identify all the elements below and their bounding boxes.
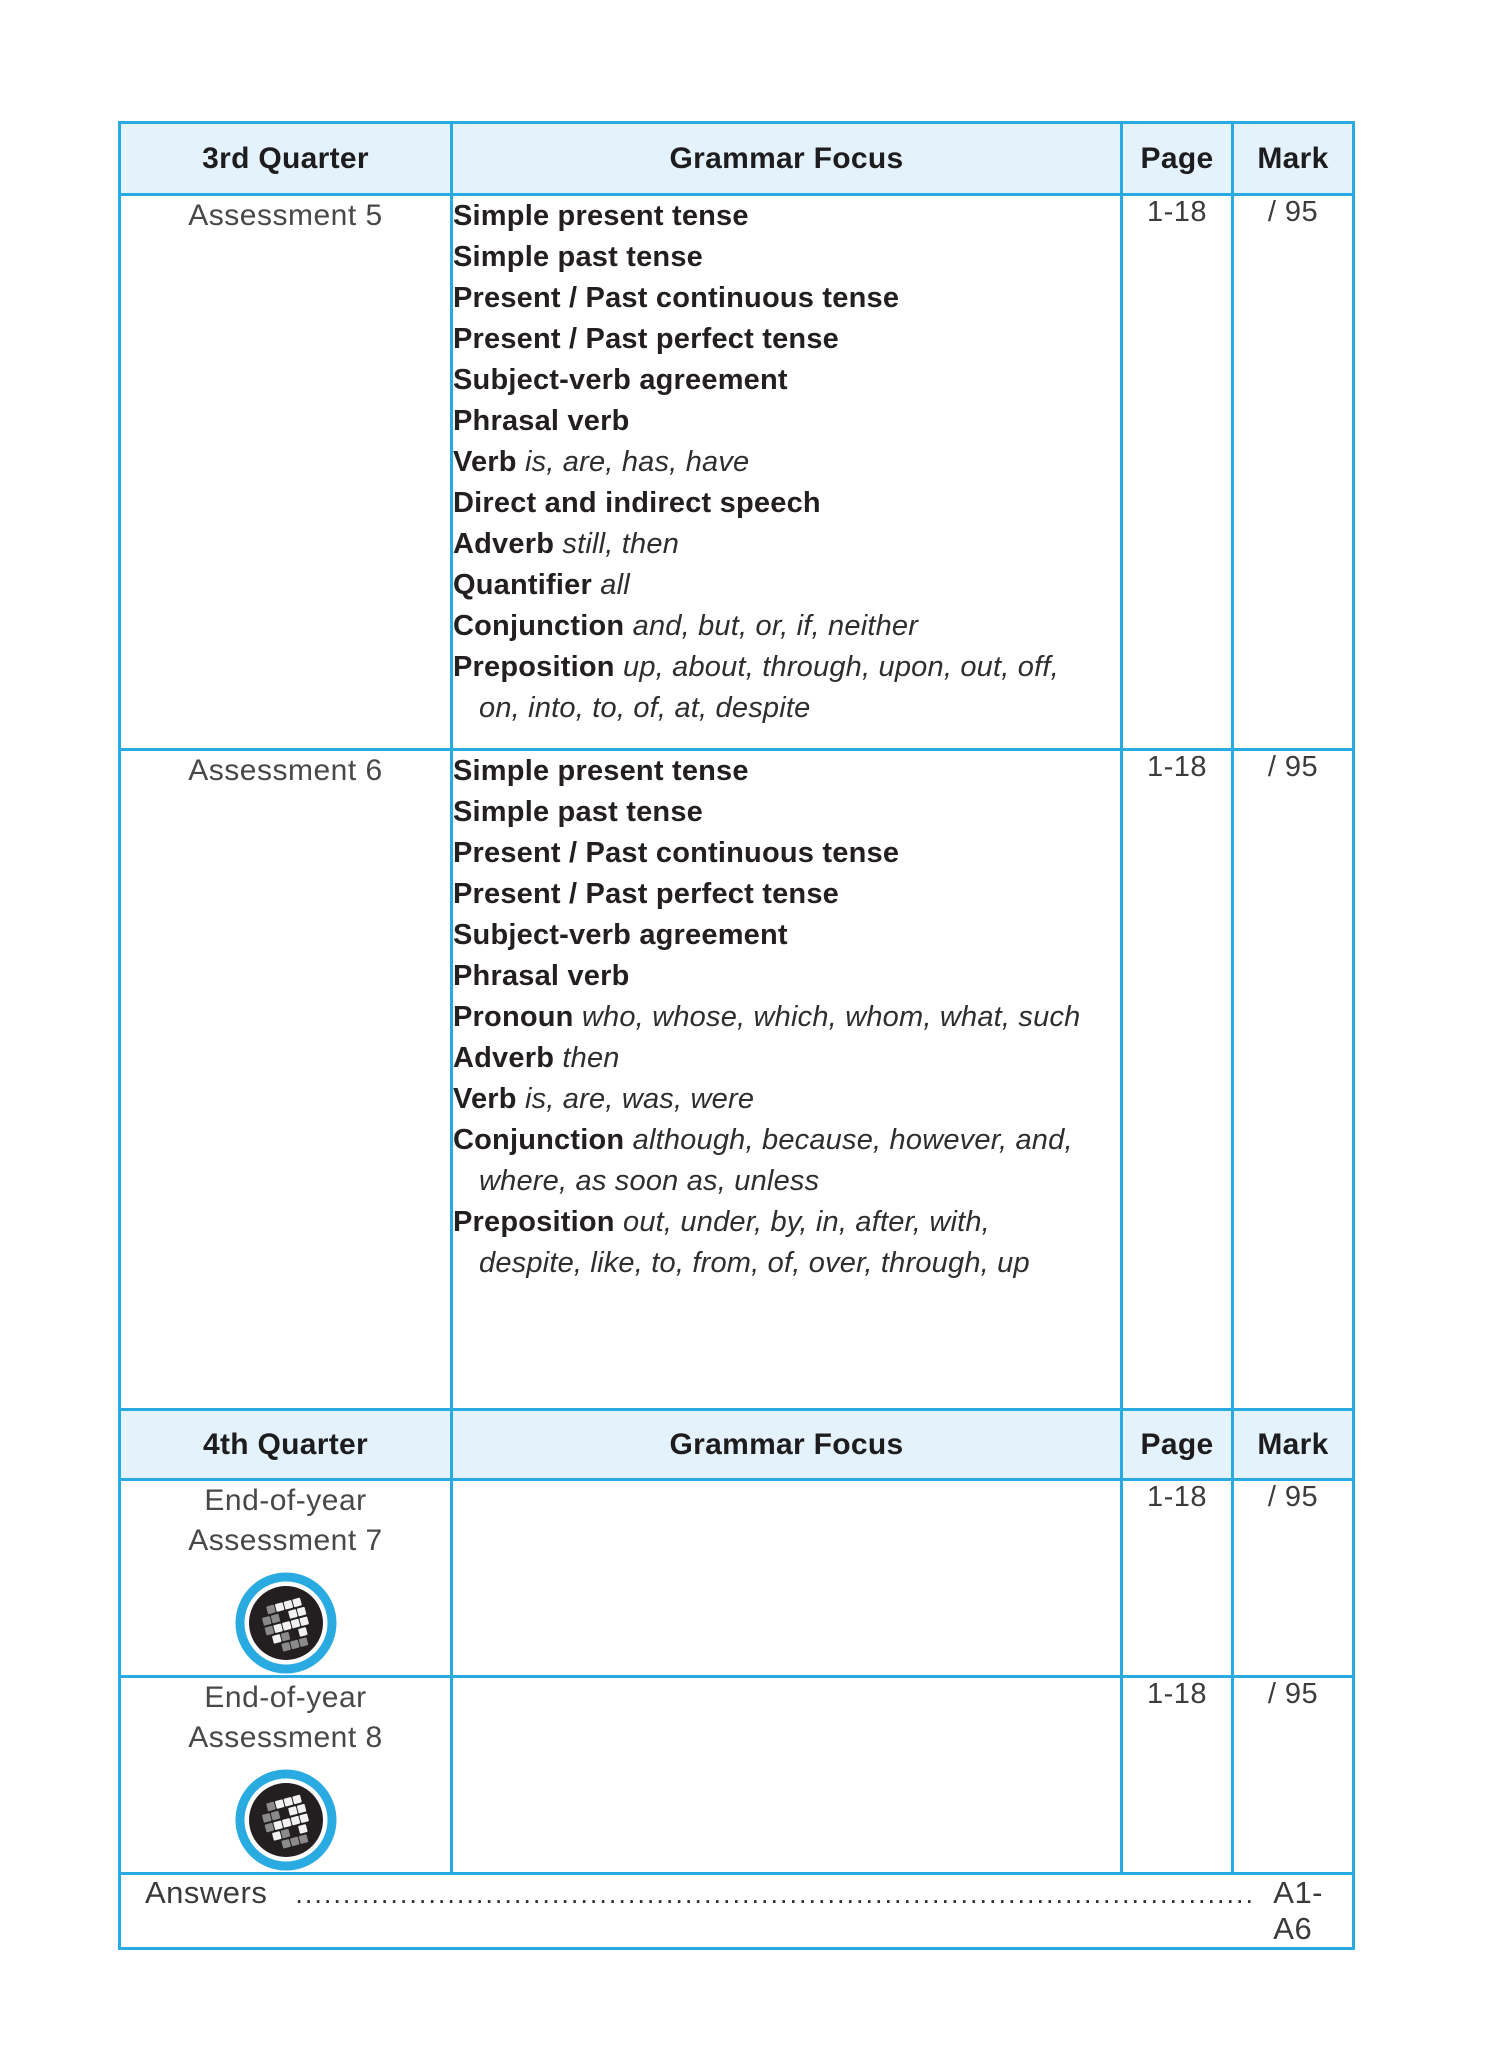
mark-value: / 95 xyxy=(1231,1675,1355,1875)
mark-value: / 95 xyxy=(1231,193,1355,751)
mark-header-cell: Mark xyxy=(1231,121,1355,196)
assessment-title-line1: End-of-year xyxy=(204,1484,367,1517)
assessment6-title-cell: Assessment 6 xyxy=(118,748,453,1411)
grammar-focus-item: Simple present tense xyxy=(453,755,749,787)
grammar-focus-item: Simple present tense xyxy=(453,200,749,232)
grammar-focus-item: Quantifier all xyxy=(453,569,630,601)
answers-page-range: A1-A6 xyxy=(1273,1875,1324,1946)
grammar-focus-item: Subject-verb agreement xyxy=(453,919,788,951)
mark-value: / 95 xyxy=(1231,748,1355,1411)
pixel-logo-icon xyxy=(121,1571,450,1675)
assessment6-focus-cell: Simple present tense Simple past tense Pre… xyxy=(450,748,1123,1411)
assessment-title: Assessment 5 xyxy=(188,199,383,232)
answers-row: Answers ................................… xyxy=(118,1872,1355,1950)
grammar-focus-item: Present / Past perfect tense xyxy=(453,878,839,910)
assessment8-row: End-of-year Assessment 8 xyxy=(118,1675,1355,1875)
grammar-focus-item: Preposition out, under, by, in, after, w… xyxy=(453,1206,1030,1279)
grammar-focus-item: Phrasal verb xyxy=(453,960,630,992)
grammar-focus-item: Preposition up, about, through, upon, ou… xyxy=(453,651,1059,724)
dotted-leader: ........................................… xyxy=(295,1879,1258,1909)
assessment7-focus-cell xyxy=(450,1478,1123,1678)
assessment6-row: Assessment 6 Simple present tense Simple … xyxy=(118,748,1355,1411)
grammar-focus-item: Conjunction although, because, however, … xyxy=(453,1124,1073,1197)
assessment-title: Assessment 6 xyxy=(188,754,383,787)
grammar-focus-item: Present / Past continuous tense xyxy=(453,282,900,314)
assessment8-title-cell: End-of-year Assessment 8 xyxy=(118,1675,453,1875)
assessment8-focus-cell xyxy=(450,1675,1123,1875)
grammar-focus-item: Verb is, are, was, were xyxy=(453,1083,755,1115)
mark-header-cell: Mark xyxy=(1231,1408,1355,1481)
page-value: 1-18 xyxy=(1120,193,1234,751)
grammar-focus-item: Adverb still, then xyxy=(453,528,680,560)
quarter4-header-row: 4th Quarter Grammar Focus Page Mark xyxy=(118,1408,1355,1481)
assessment5-focus-cell: Simple present tense Simple past tense Pre… xyxy=(450,193,1123,751)
pixel-logo-icon xyxy=(121,1768,450,1872)
grammar-focus-item: Present / Past continuous tense xyxy=(453,837,900,869)
grammar-focus-item: Adverb then xyxy=(453,1042,620,1074)
grammar-focus-item: Present / Past perfect tense xyxy=(453,323,839,355)
grammar-focus-item: Simple past tense xyxy=(453,796,703,828)
page-value: 1-18 xyxy=(1120,1478,1234,1678)
answers-cell: Answers ................................… xyxy=(118,1872,1355,1950)
grammar-focus-header-cell: Grammar Focus xyxy=(450,1408,1123,1481)
quarter4-header-cell: 4th Quarter xyxy=(118,1408,453,1481)
page-header-cell: Page xyxy=(1120,121,1234,196)
assessment-title-line2: Assessment 8 xyxy=(188,1721,383,1754)
assessment-title-line1: End-of-year xyxy=(204,1681,367,1714)
quarter3-header-row: 3rd Quarter Grammar Focus Page Mark xyxy=(118,121,1355,196)
mark-value: / 95 xyxy=(1231,1478,1355,1678)
contents-table: 3rd Quarter Grammar Focus Page Mark Asse… xyxy=(118,121,1355,1950)
page-value: 1-18 xyxy=(1120,748,1234,1411)
page-header-cell: Page xyxy=(1120,1408,1234,1481)
grammar-focus-item: Conjunction and, but, or, if, neither xyxy=(453,610,919,642)
grammar-focus-item: Verb is, are, has, have xyxy=(453,446,750,478)
grammar-focus-list: Simple present tense Simple past tense Pre… xyxy=(453,751,1120,1284)
grammar-focus-item: Subject-verb agreement xyxy=(453,364,788,396)
answers-label: Answers xyxy=(145,1875,268,1910)
assessment7-row: End-of-year Assessment 7 xyxy=(118,1478,1355,1678)
assessment-title-line2: Assessment 7 xyxy=(188,1524,383,1557)
grammar-focus-item: Direct and indirect speech xyxy=(453,487,821,519)
grammar-focus-item: Pronoun who, whose, which, whom, what, s… xyxy=(453,1001,1081,1033)
grammar-focus-list: Simple present tense Simple past tense Pre… xyxy=(453,196,1120,729)
quarter3-header-cell: 3rd Quarter xyxy=(118,121,453,196)
grammar-focus-item: Simple past tense xyxy=(453,241,703,273)
grammar-focus-header-cell: Grammar Focus xyxy=(450,121,1123,196)
assessment5-row: Assessment 5 Simple present tense Simple … xyxy=(118,193,1355,751)
assessment5-title-cell: Assessment 5 xyxy=(118,193,453,751)
assessment7-title-cell: End-of-year Assessment 7 xyxy=(118,1478,453,1678)
grammar-focus-item: Phrasal verb xyxy=(453,405,630,437)
page-value: 1-18 xyxy=(1120,1675,1234,1875)
